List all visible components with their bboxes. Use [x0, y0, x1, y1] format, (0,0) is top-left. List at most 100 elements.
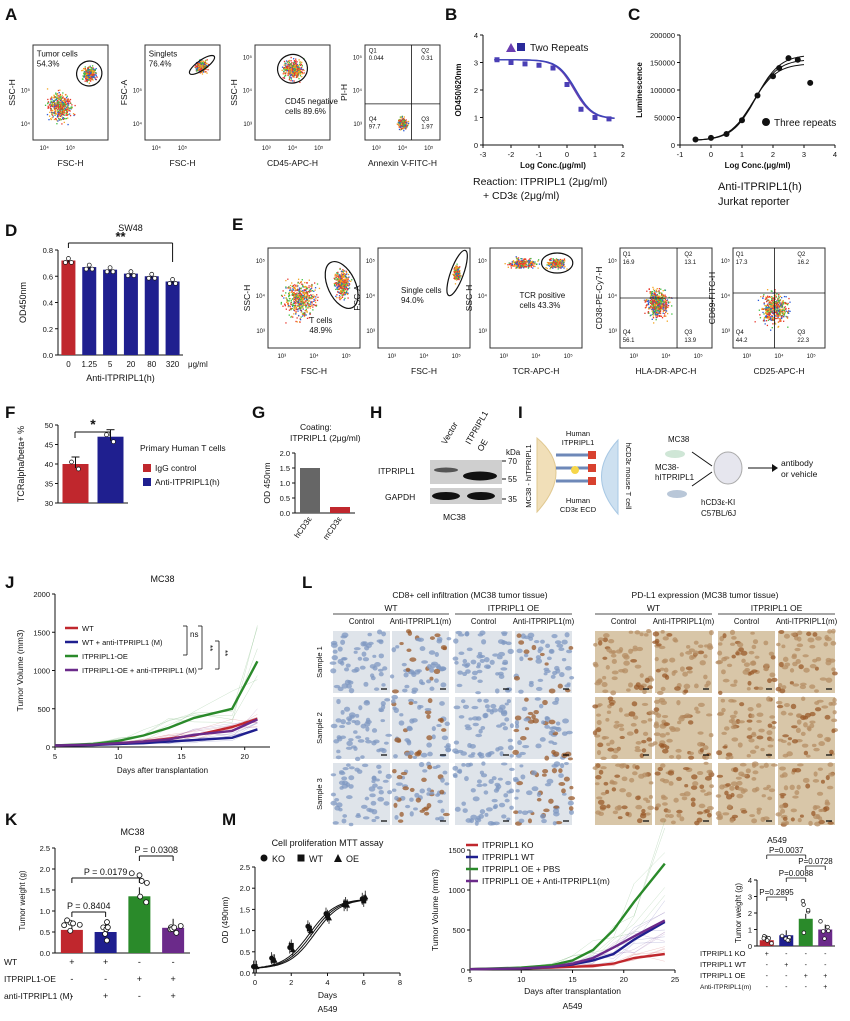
event-dot: [401, 126, 403, 128]
event-dot: [87, 67, 89, 69]
y-axis-label: CD69-FITC-H: [707, 272, 717, 324]
event-dot: [554, 264, 556, 266]
quadrant-value: 0.044: [369, 56, 385, 62]
event-dot: [342, 288, 345, 290]
x-tick-label: 10³: [629, 354, 638, 360]
event-dot: [87, 74, 90, 76]
event-dot: [458, 270, 461, 273]
y-tick-label: 45: [45, 441, 53, 450]
event-dot: [85, 76, 87, 78]
cell-nucleus: [329, 661, 337, 665]
event-dot: [66, 100, 69, 103]
event-dot: [298, 288, 300, 291]
event-dot: [304, 309, 306, 312]
event-dot: [285, 292, 287, 294]
significance-mark: *: [90, 416, 96, 432]
event-dot: [343, 278, 345, 281]
mouse-label: hCD3ε-KI: [701, 498, 735, 507]
event-dot: [197, 63, 200, 66]
event-dot: [294, 62, 297, 64]
event-dot: [59, 95, 61, 97]
event-dot: [293, 62, 295, 64]
y-tick-label: 1: [474, 114, 478, 123]
event-dot: [303, 304, 306, 306]
event-dot: [657, 313, 659, 315]
event-dot: [781, 316, 783, 318]
event-dot: [65, 108, 67, 111]
event-dot: [668, 296, 670, 299]
event-dot: [297, 296, 300, 298]
event-dot: [644, 299, 646, 302]
event-dot: [782, 312, 784, 314]
event-dot: [88, 76, 90, 78]
event-dot: [534, 261, 536, 263]
event-dot: [204, 60, 207, 62]
event-dot: [335, 288, 337, 291]
event-dot: [95, 72, 97, 74]
event-dot: [656, 303, 658, 305]
event-dot: [49, 106, 52, 108]
event-dot: [774, 310, 776, 312]
event-dot: [303, 298, 306, 300]
event-dot: [295, 73, 297, 75]
event-dot: [337, 281, 339, 283]
event-dot: [53, 105, 55, 107]
bar: [300, 468, 320, 513]
event-dot: [775, 304, 777, 307]
event-dot: [291, 293, 294, 295]
quadrant-value: Q2: [684, 252, 693, 258]
event-dot: [287, 287, 289, 289]
event-dot: [655, 309, 657, 311]
event-dot: [660, 304, 663, 307]
event-dot: [775, 303, 778, 305]
event-dot: [768, 309, 770, 312]
event-dot: [304, 302, 306, 304]
event-dot: [656, 294, 658, 296]
cell-nucleus: [436, 636, 443, 642]
event-dot: [534, 265, 536, 268]
event-dot: [457, 278, 460, 280]
event-dot: [343, 287, 345, 290]
data-point: [776, 65, 783, 71]
event-dot: [766, 315, 768, 318]
event-dot: [294, 298, 297, 300]
event-dot: [455, 266, 457, 268]
event-dot: [294, 72, 297, 74]
event-dot: [665, 305, 668, 308]
event-dot: [62, 109, 64, 111]
event-dot: [298, 295, 300, 298]
event-dot: [773, 313, 775, 315]
event-dot: [94, 78, 97, 81]
data-point: [89, 266, 95, 272]
event-dot: [769, 309, 772, 311]
event-dot: [561, 260, 564, 262]
event-dot: [456, 276, 458, 278]
event-dot: [554, 262, 557, 265]
event-dot: [547, 264, 550, 266]
event-dot: [299, 75, 302, 77]
event-dot: [653, 322, 655, 324]
event-dot: [655, 308, 657, 310]
event-dot: [201, 70, 203, 73]
event-dot: [336, 286, 338, 288]
event-dot: [296, 68, 298, 70]
event-dot: [290, 73, 293, 76]
significance-ns: ns: [190, 630, 198, 639]
event-dot: [657, 296, 659, 299]
quadrant-value: 0.31: [421, 56, 433, 62]
event-dot: [306, 310, 308, 312]
event-dot: [195, 67, 197, 69]
event-dot: [303, 315, 306, 318]
event-dot: [56, 105, 58, 108]
event-dot: [342, 283, 344, 285]
event-dot: [283, 66, 286, 69]
event-dot: [61, 118, 64, 120]
x-tick-label: 0: [565, 150, 569, 159]
event-dot: [532, 267, 534, 269]
event-dot: [53, 106, 55, 108]
event-dot: [56, 110, 58, 112]
event-dot: [306, 302, 309, 305]
event-dot: [301, 306, 303, 308]
